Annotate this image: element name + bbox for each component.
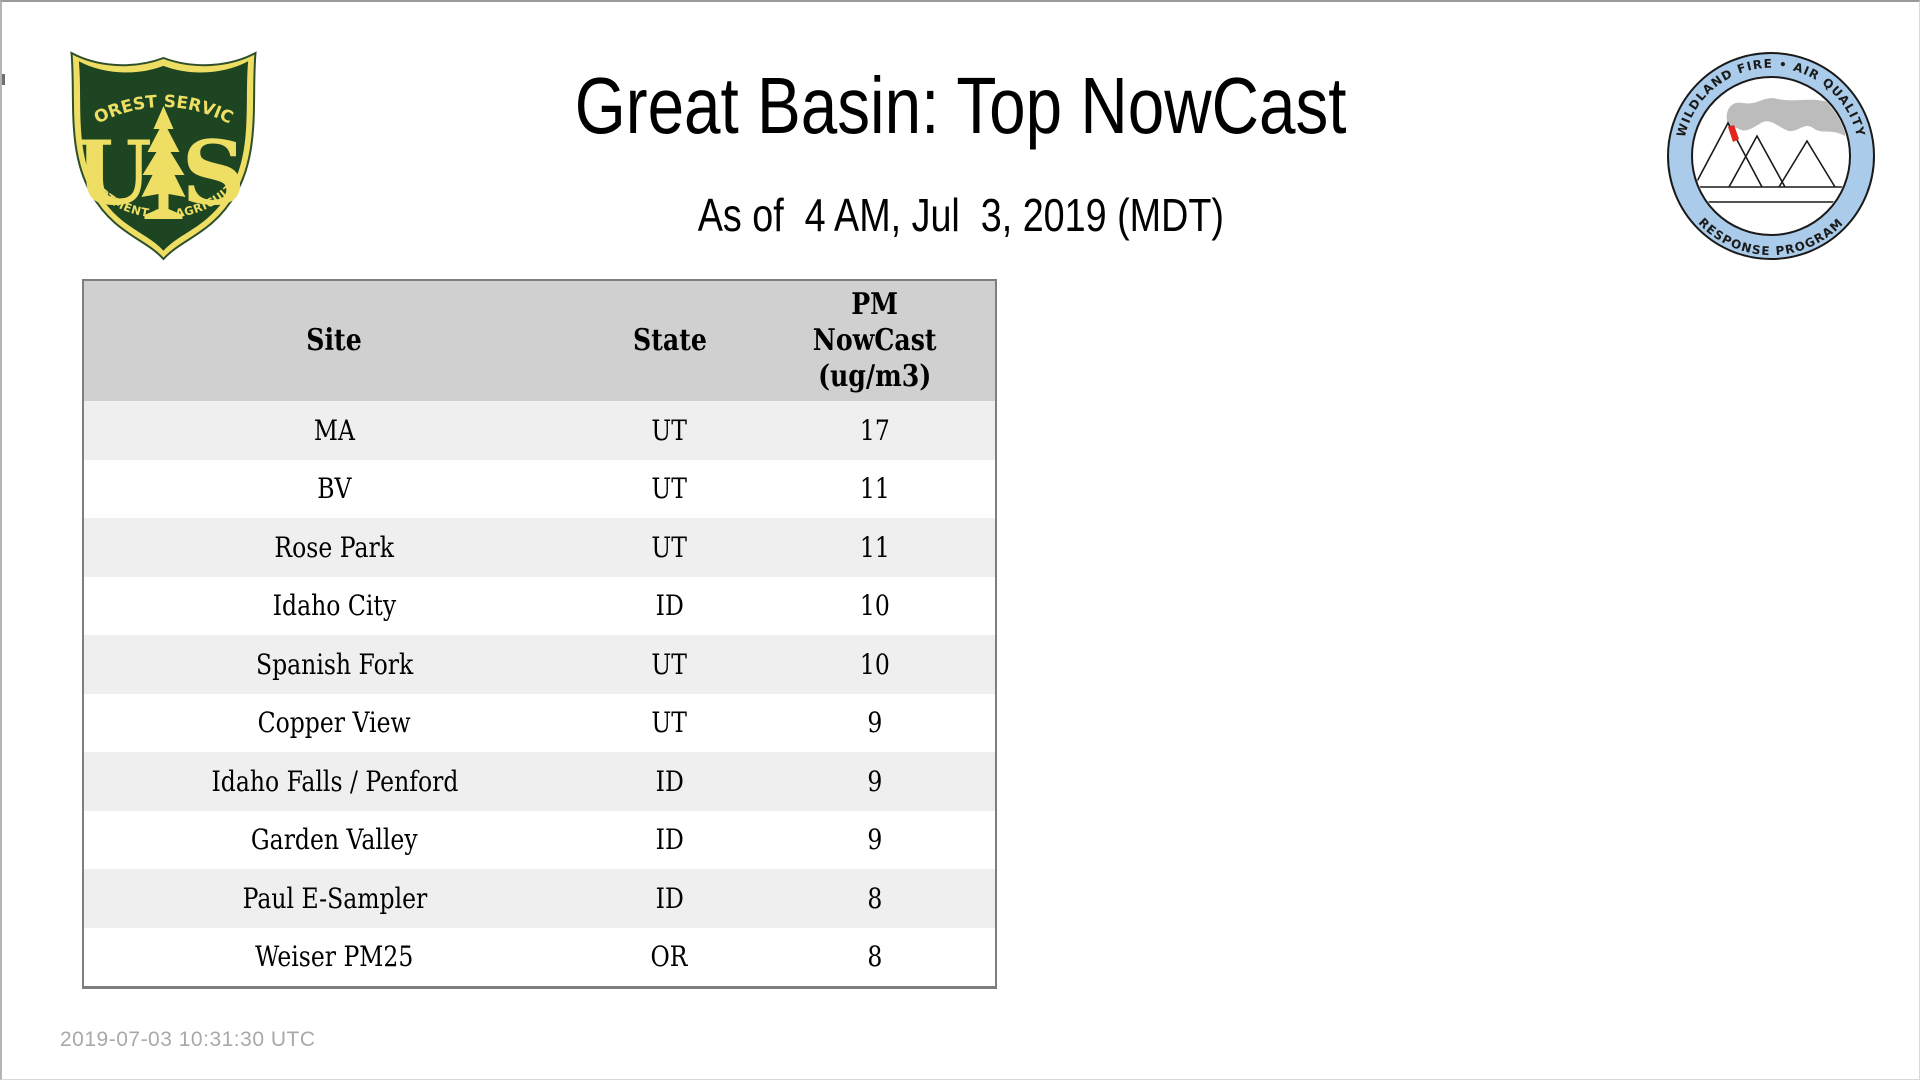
table-body: MA UT 17 BV UT 11 Rose Park UT 11 Idaho City ID 10 S… (83, 401, 996, 988)
page-title: Great Basin: Top NowCast (574, 61, 1347, 150)
site-cell: Copper View (83, 693, 585, 752)
pm-value-cell-text: 10 (859, 647, 890, 681)
table-row: MA UT 17 (83, 401, 996, 460)
pm-value-cell-text: 11 (859, 472, 890, 506)
table-row: Rose Park UT 11 (83, 518, 996, 577)
state-cell: ID (585, 576, 754, 635)
wildland-fire-air-quality-logo-icon: WILDLAND FIRE • AIR QUALITY RESPONSE PRO… (1667, 52, 1875, 260)
state-cell-text: UT (651, 706, 688, 740)
site-cell-text: Idaho Falls / Penford (211, 764, 458, 798)
state-header-label: State (632, 323, 707, 358)
table-row: Paul E-Sampler ID 8 (83, 869, 996, 928)
pm-value-cell-text: 8 (867, 940, 882, 974)
site-header-label: Site (306, 323, 363, 358)
site-cell: BV (83, 459, 585, 518)
state-cell: ID (585, 869, 754, 928)
site-cell: Rose Park (83, 518, 585, 577)
site-cell-text: Rose Park (274, 530, 395, 564)
state-cell-text: UT (651, 413, 688, 447)
nowcast-table: Site State PM NowCast (ug/m3) MA UT 17 BV UT… (82, 279, 997, 989)
pm-value-cell: 10 (754, 635, 996, 694)
site-column-header: Site (83, 280, 585, 401)
table-row: Weiser PM25 OR 8 (83, 927, 996, 988)
state-cell: ID (585, 752, 754, 811)
state-cell-text: UT (651, 647, 688, 681)
pm-value-cell: 9 (754, 752, 996, 811)
smoke-plume-icon (1726, 98, 1847, 136)
site-cell-text: Weiser PM25 (255, 940, 414, 974)
site-cell: Paul E-Sampler (83, 869, 585, 928)
pm-value-cell: 8 (754, 869, 996, 928)
site-cell: MA (83, 401, 585, 460)
pm-header-label: PM NowCast (ug/m3) (812, 287, 937, 394)
site-cell: Idaho City (83, 576, 585, 635)
site-cell: Garden Valley (83, 810, 585, 869)
site-cell-text: MA (313, 413, 356, 447)
page-edge-artifact (2, 74, 5, 85)
fs-logo-letter-s: S (182, 121, 246, 225)
forest-service-logo-icon: FOREST SERVICE U S DEPARTMENT OF AGRICUL… (60, 46, 257, 261)
table-row: Idaho Falls / Penford ID 9 (83, 752, 996, 811)
state-cell-text: ID (655, 589, 684, 623)
pm-value-cell: 9 (754, 810, 996, 869)
state-cell-text: UT (651, 472, 688, 506)
pm-value-cell: 11 (754, 459, 996, 518)
pine-tree-icon (141, 106, 186, 219)
site-cell: Idaho Falls / Penford (83, 752, 585, 811)
page-subtitle: As of 4 AM, Jul 3, 2019 (MDT) (697, 189, 1224, 241)
state-cell: ID (585, 810, 754, 869)
site-cell-text: Spanish Fork (255, 647, 414, 681)
site-cell: Weiser PM25 (83, 927, 585, 988)
state-cell-text: ID (655, 823, 684, 857)
pm-value-cell: 17 (754, 401, 996, 460)
flame-icon (1728, 125, 1739, 142)
table-row: Idaho City ID 10 (83, 576, 996, 635)
generated-timestamp: 2019-07-03 10:31:30 UTC (60, 1028, 316, 1051)
table-row: Spanish Fork UT 10 (83, 635, 996, 694)
table-row: Garden Valley ID 9 (83, 810, 996, 869)
pm-value-cell-text: 10 (859, 589, 890, 623)
state-cell: UT (585, 401, 754, 460)
pm-value-cell: 9 (754, 693, 996, 752)
pm-value-cell: 11 (754, 518, 996, 577)
state-cell: UT (585, 635, 754, 694)
pm-value-cell-text: 17 (859, 413, 890, 447)
site-cell-text: Garden Valley (251, 823, 418, 857)
pm-nowcast-column-header: PM NowCast (ug/m3) (754, 280, 996, 401)
site-cell: Spanish Fork (83, 635, 585, 694)
site-cell-text: BV (317, 472, 352, 506)
pm-value-cell-text: 11 (859, 530, 890, 564)
site-cell-text: Paul E-Sampler (242, 881, 427, 915)
pm-value-cell-text: 9 (867, 823, 882, 857)
table-row: BV UT 11 (83, 459, 996, 518)
mountains-icon (1693, 121, 1849, 203)
state-cell-text: ID (655, 764, 684, 798)
fs-logo-letter-u: U (75, 121, 152, 225)
table-header: Site State PM NowCast (ug/m3) (83, 280, 996, 401)
site-cell-text: Copper View (257, 706, 412, 740)
pm-value-cell: 8 (754, 927, 996, 988)
site-cell-text: Idaho City (272, 589, 397, 623)
state-cell: UT (585, 459, 754, 518)
state-cell-text: ID (655, 881, 684, 915)
pm-value-cell-text: 9 (867, 706, 882, 740)
pm-value-cell-text: 8 (867, 881, 882, 915)
state-cell: UT (585, 518, 754, 577)
state-cell-text: UT (651, 530, 688, 564)
table-row: Copper View UT 9 (83, 693, 996, 752)
pm-value-cell-text: 9 (867, 764, 882, 798)
state-column-header: State (585, 280, 754, 401)
pm-value-cell: 10 (754, 576, 996, 635)
state-cell: OR (585, 927, 754, 988)
state-cell-text: OR (650, 940, 688, 974)
state-cell: UT (585, 693, 754, 752)
